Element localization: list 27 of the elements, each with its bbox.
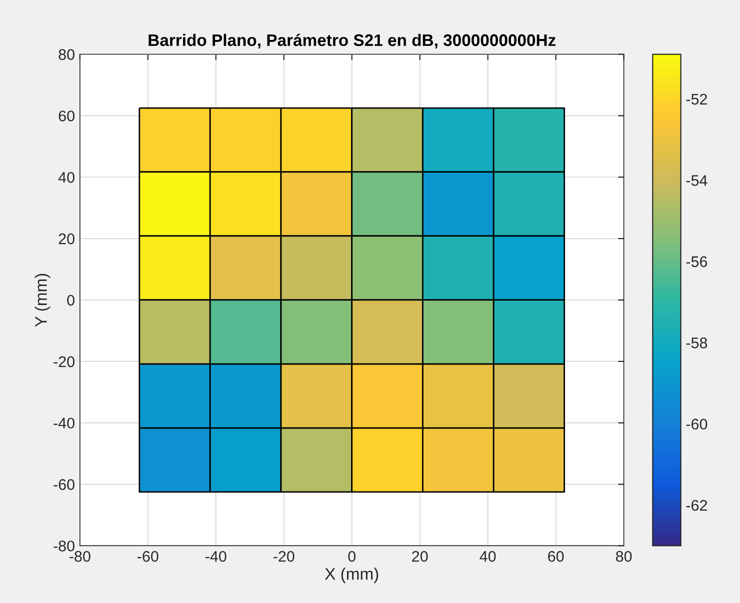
color-bar-label: -62: [686, 500, 707, 511]
y-tick-label: -60: [54, 479, 74, 490]
color-bar-label: -54: [686, 175, 708, 186]
y-tick-label: 0: [67, 294, 74, 306]
x-tick-label: 20: [412, 550, 428, 562]
x-tick-label: -60: [138, 550, 158, 562]
y-tick-label: -80: [54, 540, 74, 552]
x-tick-label: 60: [548, 550, 564, 562]
x-tick-label: 80: [616, 550, 632, 562]
color-bar-label: -52: [686, 94, 707, 105]
y-tick-label: 60: [58, 110, 74, 122]
y-axis-title: Y (mm): [34, 274, 50, 327]
x-tick-label: -20: [274, 550, 294, 562]
color-bar-label: -60: [686, 418, 708, 430]
y-tick-label: -40: [54, 418, 74, 429]
y-tick-label: 20: [58, 233, 74, 244]
y-tick-label: 40: [58, 172, 74, 183]
y-tick-label: -20: [54, 356, 74, 368]
y-tick-label: 80: [58, 49, 74, 60]
x-tick-label: 40: [480, 550, 496, 562]
color-bar-label: -58: [686, 338, 708, 348]
chart-title: Barrido Plano, Parámetro S21 en dB, 3000000000Hz: [148, 34, 556, 49]
x-tick-label: -40: [206, 550, 226, 562]
x-tick-label: -80: [70, 550, 90, 562]
x-tick-label: 0: [348, 550, 356, 562]
color-bar-label: -56: [686, 256, 708, 268]
x-axis-title: X (mm): [324, 568, 378, 584]
